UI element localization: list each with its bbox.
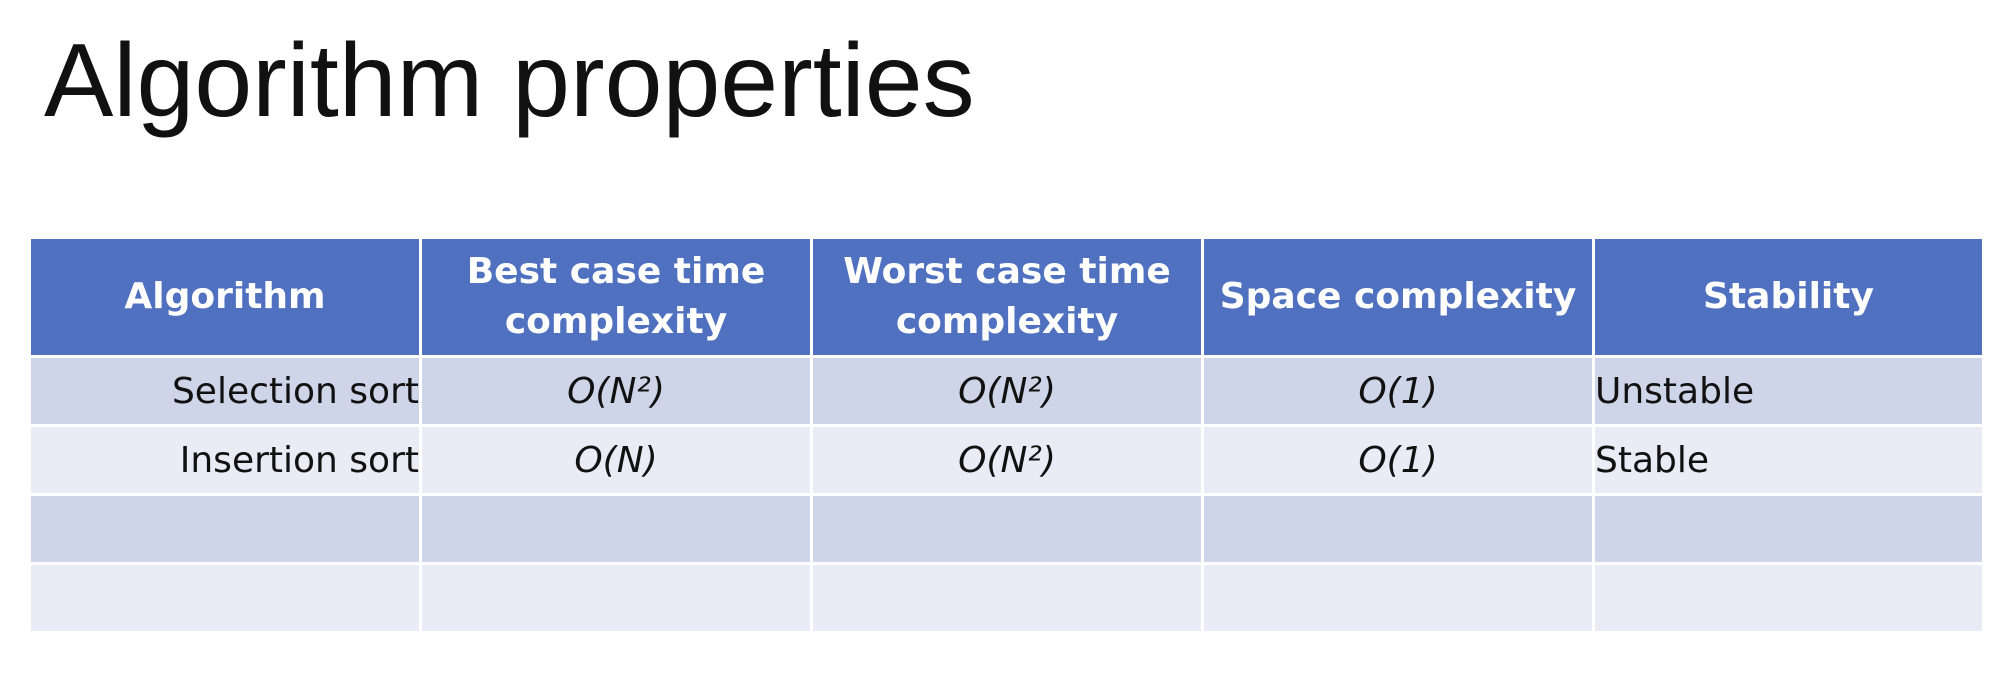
- header-space-complexity: Space complexity: [1201, 236, 1595, 358]
- best-case-cell: [419, 562, 813, 634]
- header-algorithm: Algorithm: [28, 236, 422, 358]
- best-case-cell: O(N): [419, 424, 813, 496]
- worst-case-cell: O(N²): [810, 424, 1204, 496]
- algorithm-name-cell: [28, 493, 422, 565]
- table-row: Insertion sort O(N) O(N²) O(1) Stable: [28, 424, 1985, 496]
- header-best-case: Best case time complexity: [419, 236, 813, 358]
- worst-case-cell: [810, 493, 1204, 565]
- space-cell: [1201, 562, 1595, 634]
- stability-cell: [1592, 493, 1985, 565]
- space-cell: O(1): [1201, 355, 1595, 427]
- algorithm-name-cell: [28, 562, 422, 634]
- table-row: Selection sort O(N²) O(N²) O(1) Unstable: [28, 355, 1985, 427]
- worst-case-cell: O(N²): [810, 355, 1204, 427]
- stability-cell: Stable: [1592, 424, 1985, 496]
- table-row: [28, 493, 1985, 565]
- space-cell: [1201, 493, 1595, 565]
- table-header-row: Algorithm Best case time complexity Wors…: [28, 236, 1985, 358]
- stability-cell: [1592, 562, 1985, 634]
- algorithm-properties-table: Algorithm Best case time complexity Wors…: [28, 236, 1985, 634]
- table-row: [28, 562, 1985, 634]
- space-cell: O(1): [1201, 424, 1595, 496]
- algorithm-name-cell: Insertion sort: [28, 424, 422, 496]
- stability-cell: Unstable: [1592, 355, 1985, 427]
- best-case-cell: [419, 493, 813, 565]
- best-case-cell: O(N²): [419, 355, 813, 427]
- algorithm-name-cell: Selection sort: [28, 355, 422, 427]
- worst-case-cell: [810, 562, 1204, 634]
- header-stability: Stability: [1592, 236, 1985, 358]
- slide-title: Algorithm properties: [44, 23, 975, 139]
- header-worst-case: Worst case time complexity: [810, 236, 1204, 358]
